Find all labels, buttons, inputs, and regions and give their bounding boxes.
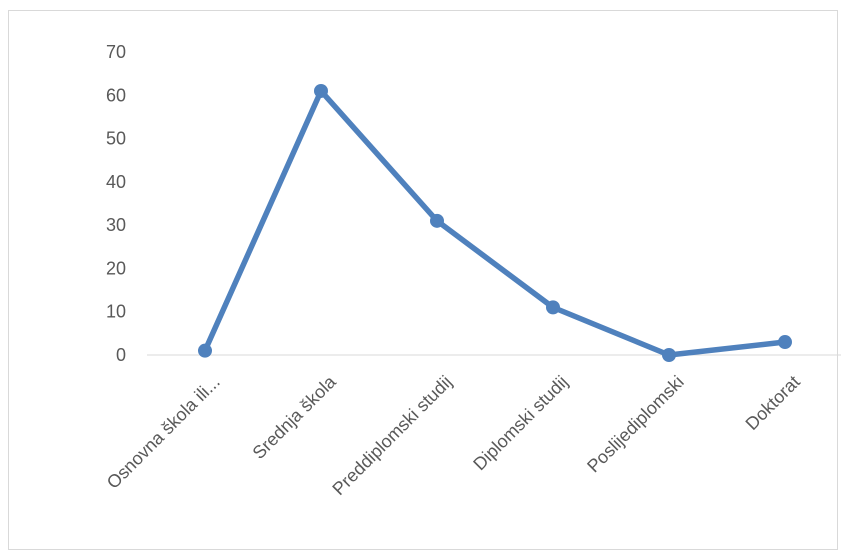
y-tick-label: 50	[106, 129, 126, 149]
x-category-label: Srednja škola	[249, 371, 341, 463]
data-point-marker	[430, 213, 444, 228]
data-point-marker	[198, 343, 212, 358]
x-category-label: Poslijediplomski	[583, 372, 688, 477]
y-tick-label: 10	[106, 302, 126, 322]
y-tick-label: 60	[106, 85, 126, 105]
y-tick-label: 30	[106, 215, 126, 235]
data-point-marker	[314, 83, 328, 98]
y-tick-label: 0	[116, 345, 126, 365]
line-chart: 0 10 20 30 40 50 60 70 Osnovna škola ili... Sred…	[103, 42, 841, 499]
x-category-label: Preddiplomski studij	[328, 372, 455, 499]
y-axis-tick-labels: 0 10 20 30 40 50 60 70	[106, 42, 126, 365]
y-tick-label: 40	[106, 172, 126, 192]
data-point-marker	[546, 300, 560, 315]
chart-area	[8, 10, 838, 550]
data-point-marker	[778, 335, 792, 350]
series-line	[202, 88, 788, 358]
y-tick-label: 20	[106, 258, 126, 278]
y-tick-label: 70	[106, 42, 126, 62]
series-group	[198, 83, 792, 362]
x-axis-category-labels: Osnovna škola ili... Srednja školaPreddip…	[103, 371, 804, 499]
x-category-label: Doktorat	[742, 372, 804, 434]
data-point-marker	[662, 348, 676, 362]
x-category-label: Osnovna škola ili...	[103, 372, 224, 493]
x-category-label: Diplomski studij	[469, 372, 572, 475]
